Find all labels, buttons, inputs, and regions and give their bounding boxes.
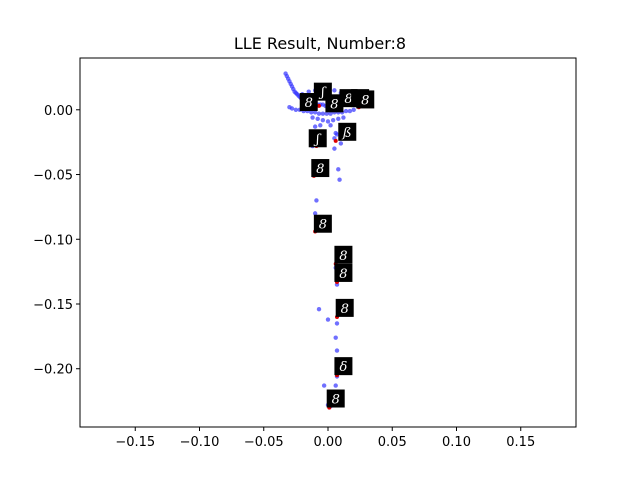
y-tick-label: −0.20 [33,363,73,378]
data-point [306,89,311,94]
data-point [336,116,341,122]
data-point [351,107,356,112]
data-point [325,317,331,322]
digit-thumbnail: 8 [335,298,354,317]
thumbnail-digit: ʃ [313,132,322,147]
thumbnail-digit: δ [340,360,348,375]
x-tick-label: 0.00 [314,435,343,450]
data-point [309,110,314,115]
thumbnail-background [313,214,332,233]
data-point [334,321,340,326]
thumbnail-background [356,90,375,109]
data-point [318,123,323,128]
thumbnail-background [299,93,318,112]
digit-thumbnail: ß [338,122,357,141]
data-point [293,107,299,112]
data-point [333,335,338,340]
y-tick-label: 0.00 [44,104,73,119]
data-point [328,111,333,116]
thumbnail-background [325,94,344,113]
data-point [315,116,320,122]
data-point [316,111,322,116]
thumbnail-digit: 8 [361,93,369,108]
digit-thumbnail: 8 [334,263,353,282]
data-point [325,119,331,124]
digit-thumbnail: 8 [325,94,344,113]
thumbnail-layer: 8ʃ88δ8ʃß88888δ8 [299,82,375,408]
data-point [324,111,329,116]
chart-title: LLE Result, Number:8 [234,34,406,53]
thumbnail-background [334,245,353,264]
highlight-point [333,138,338,143]
y-axis: 0.00 −0.05 −0.10 −0.15 −0.20 [33,104,80,378]
x-tick-label: −0.10 [180,435,220,450]
digit-thumbnail: 8 [311,159,330,178]
digit-thumbnail: 8 [313,214,332,233]
data-point [337,177,342,182]
data-point [320,117,326,123]
data-point [328,123,333,128]
data-point [334,132,340,137]
thumbnail-digit: 8 [339,249,347,264]
thumbnail-digit: 8 [330,97,338,112]
data-point [316,306,322,312]
thumbnail-digit: ß [341,126,352,141]
thumbnail-background [338,122,357,141]
data-point [330,117,336,123]
x-tick-label: 0.15 [506,435,535,450]
thumbnail-digit: 8 [305,96,313,111]
x-tick-label: 0.05 [378,435,407,450]
thumbnail-digit: 8 [341,302,349,317]
thumbnail-background [335,298,354,317]
data-point [312,124,318,129]
highlight-point [317,103,322,108]
data-point [341,115,346,120]
thumbnail-digit: 8 [339,267,347,282]
digit-thumbnail: 8 [334,245,353,264]
data-point [312,211,318,216]
thumbnail-digit: 8 [332,393,340,408]
data-point [332,146,337,151]
data-point [312,110,318,115]
data-point [321,383,327,388]
data-point [333,383,338,388]
x-axis: −0.15 −0.10 −0.05 0.00 0.05 0.10 0.15 [115,427,535,450]
thumbnail-digit: 8 [344,92,352,107]
data-point [336,167,341,172]
thumbnail-background [334,263,353,282]
y-tick-label: −0.15 [33,298,73,313]
thumbnail-digit: ʃ [318,86,327,101]
data-point [334,348,340,353]
data-point [310,115,315,120]
digit-thumbnail: ʃ [308,129,327,148]
data-point [338,141,344,146]
data-point [347,108,353,114]
data-point [289,106,295,111]
thumbnail-background [308,129,327,148]
x-tick-label: −0.15 [115,435,155,450]
y-tick-label: −0.10 [33,233,73,248]
data-point [332,88,337,93]
data-point [320,111,326,116]
x-tick-label: 0.10 [442,435,471,450]
thumbnail-background [326,389,345,408]
thumbnail-background [334,357,353,376]
digit-thumbnail: δ [334,357,353,376]
x-tick-label: −0.05 [244,435,284,450]
data-point [343,108,349,114]
digit-thumbnail: 8 [356,90,375,109]
thumbnail-background [311,159,330,178]
data-point [314,198,319,203]
digit-thumbnail: 8 [326,389,345,408]
y-tick-label: −0.05 [33,169,73,184]
digit-thumbnail: 8 [299,93,318,112]
thumbnail-digit: 8 [316,162,324,177]
thumbnail-digit: 8 [319,218,327,233]
